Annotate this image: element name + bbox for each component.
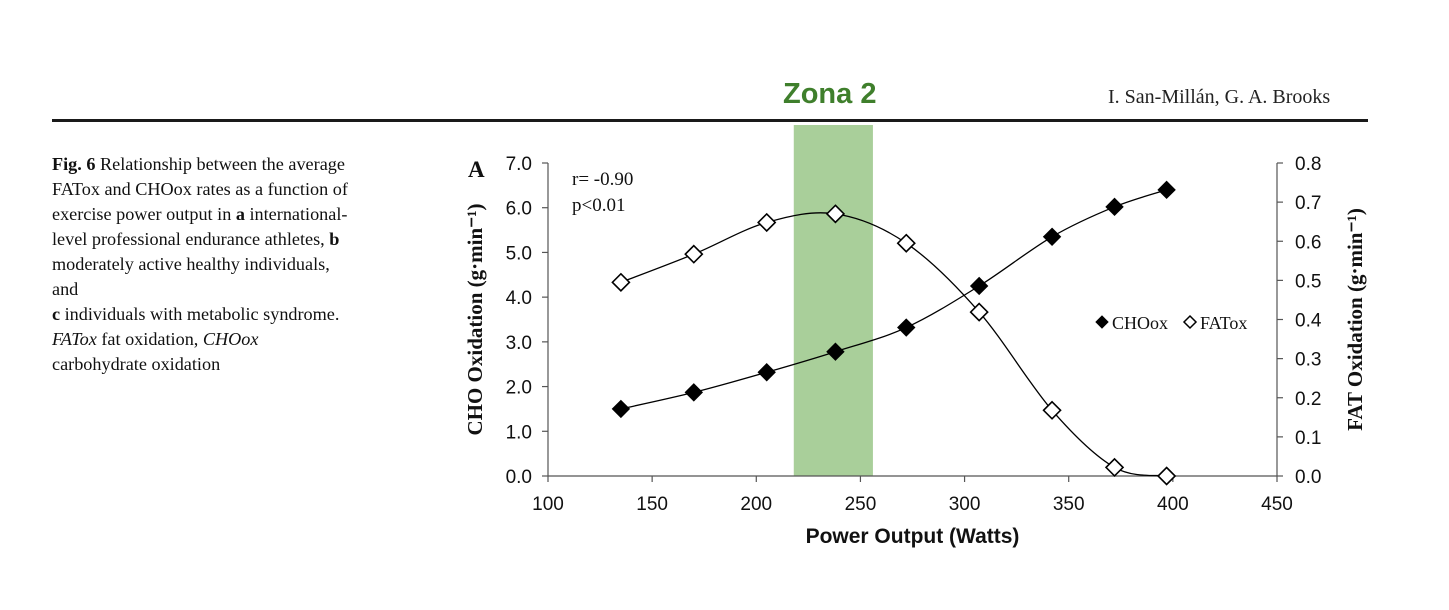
choox-point <box>1042 227 1062 246</box>
y-left-tick-label: 4.0 <box>506 288 532 309</box>
x-tick-label: 100 <box>532 494 564 515</box>
choox-point <box>611 399 631 419</box>
y-left-tick-label: 2.0 <box>506 378 532 399</box>
fatox-point <box>896 233 916 253</box>
caption-choox-abbr: CHOox <box>202 329 259 349</box>
caption-item-a-text: international-level professional enduran… <box>52 204 348 249</box>
choox-point <box>1157 180 1176 200</box>
figure-label: Fig. 6 <box>52 154 96 174</box>
y-left-tick-label: 1.0 <box>506 422 532 443</box>
caption-choox-def: carbohydrate oxidation <box>52 354 221 374</box>
y-right-axis-title: FAT Oxidation (g·min⁻¹) <box>1343 208 1367 431</box>
y-right-tick-label: 0.0 <box>1295 467 1321 488</box>
fatox-point <box>1104 457 1125 478</box>
y-left-tick-label: 7.0 <box>506 154 532 175</box>
y-right-tick-label: 0.3 <box>1295 350 1321 371</box>
x-tick-label: 450 <box>1261 494 1293 515</box>
choox-point <box>897 318 916 337</box>
x-tick-label: 300 <box>949 494 981 515</box>
y-right-tick-label: 0.8 <box>1295 154 1321 175</box>
legend-marker-choox <box>1095 315 1109 329</box>
caption-fatox-def: fat oxidation, <box>101 329 199 349</box>
y-right-tick-label: 0.7 <box>1295 193 1321 214</box>
x-tick-label: 400 <box>1157 494 1189 515</box>
panel-label: A <box>468 157 485 182</box>
choox-point <box>1105 197 1124 217</box>
y-left-tick-label: 0.0 <box>506 467 532 488</box>
figure-caption: Fig. 6 Relationship between the average … <box>52 152 352 377</box>
zone-2-band <box>793 125 873 476</box>
y-left-tick-label: 3.0 <box>506 333 532 354</box>
choox-point <box>684 383 704 402</box>
y-left-tick-label: 5.0 <box>506 243 532 264</box>
legend-marker-fatox <box>1182 314 1198 330</box>
fatox-point <box>684 244 704 264</box>
choox-curve <box>620 189 1167 410</box>
choox-point <box>757 363 776 382</box>
y-left-tick-label: 6.0 <box>506 199 532 220</box>
x-axis-title: Power Output (Watts) <box>806 525 1020 548</box>
fatox-point <box>825 204 846 224</box>
fatox-point <box>1156 466 1177 486</box>
x-tick-label: 150 <box>636 494 668 515</box>
y-right-tick-label: 0.6 <box>1295 232 1321 253</box>
zone-2-label: Zona 2 <box>783 78 877 110</box>
y-right-tick-label: 0.1 <box>1295 428 1321 449</box>
caption-item-a-letter: a <box>235 204 245 224</box>
y-right-tick-label: 0.4 <box>1295 311 1322 332</box>
y-right-tick-label: 0.2 <box>1295 389 1321 410</box>
fatox-point <box>757 212 777 233</box>
caption-item-c-letter: c <box>52 304 61 324</box>
fatox-point <box>1042 400 1062 420</box>
choox-point <box>969 276 989 296</box>
caption-text-1: Relationship between the average FATox a… <box>52 154 348 224</box>
caption-item-c-text: individuals with metabolic syndrome. <box>64 304 340 324</box>
x-tick-label: 250 <box>845 494 877 515</box>
x-tick-label: 350 <box>1053 494 1085 515</box>
legend-label-choox: CHOox <box>1112 313 1168 333</box>
y-right-tick-label: 0.5 <box>1295 271 1321 292</box>
y-left-axis-title: CHO Oxidation (g·min⁻¹) <box>463 203 487 435</box>
header-rule <box>52 119 1368 122</box>
fatox-point <box>969 302 989 322</box>
running-header-authors: I. San-Millán, G. A. Brooks <box>1108 86 1331 108</box>
caption-item-b-letter: b <box>329 229 340 249</box>
legend-label-fatox: FATox <box>1200 313 1247 333</box>
caption-fatox-abbr: FATox <box>52 329 97 349</box>
fatox-point <box>611 272 631 292</box>
choox-point <box>826 342 845 361</box>
stat-annotation: r= -0.90 <box>572 169 633 190</box>
fatox-curve <box>620 212 1167 477</box>
x-tick-label: 200 <box>740 494 772 515</box>
stat-annotation: p<0.01 <box>572 195 625 216</box>
caption-item-b-text: moderately active healthy individuals, a… <box>52 254 330 299</box>
